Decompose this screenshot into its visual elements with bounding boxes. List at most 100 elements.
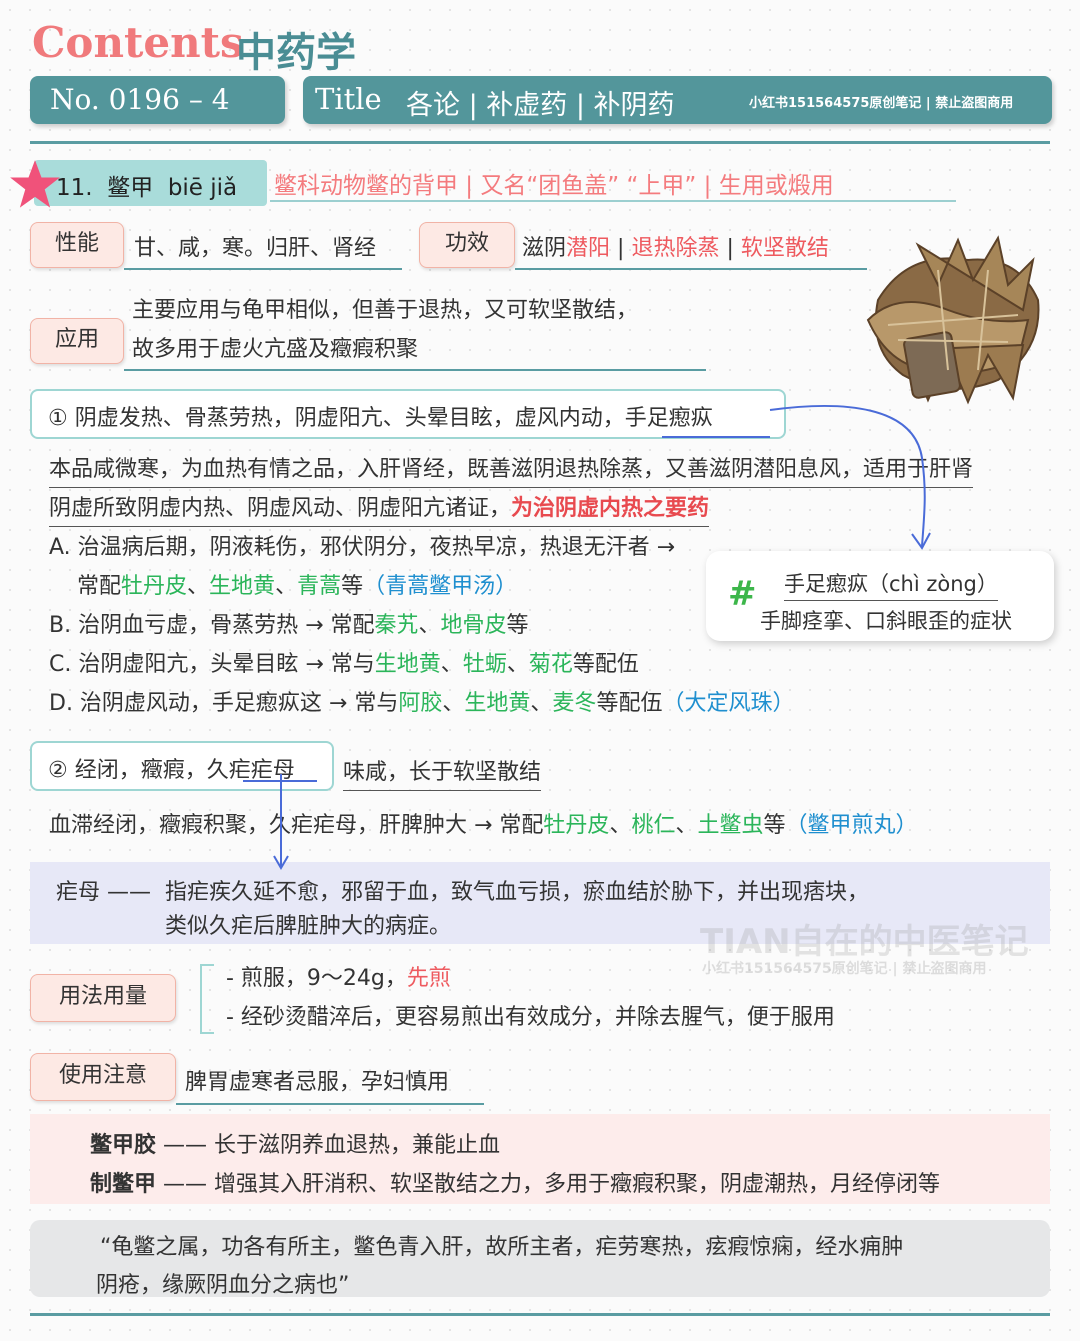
item-d: D. 治阴虚风动，手足瘛疭这 → 常与阿胶、生地黄、麦冬等配伍（大定风珠）	[49, 685, 794, 717]
title-label: Title	[315, 82, 382, 116]
quote-box	[30, 1220, 1050, 1297]
derived-box	[30, 1114, 1050, 1204]
number-bar: No. 0196 – 4	[30, 76, 285, 124]
item-c-herb1: 生地黄	[374, 652, 441, 677]
item-a-post: 等	[341, 574, 364, 599]
quote-line1: “龟鳖之属，功各有所主，鳖色青入肝，故所主者，疟劳寒热，痃瘕惊痫，经水痈肿	[100, 1235, 904, 1260]
item-b-pre: B. 治阴血亏虚，骨蒸劳热 → 常配	[49, 613, 375, 638]
section1-desc1: 本品咸微寒，为血热有情之品，入肝肾经，既善滋阴退热除蒸，又善滋阴潜阳息风，适用于…	[49, 451, 974, 488]
section2-sep2: 、	[675, 813, 698, 838]
yingyong-line2: 故多用于虚火亢盛及癥瘕积聚	[124, 331, 706, 371]
item-d-herb3: 麦冬	[552, 691, 597, 716]
derived-item1-text: —— 长于滋阴养血退热，兼能止血	[163, 1133, 501, 1158]
note-meaning: 手脚痉挛、口斜眼歪的症状	[760, 609, 1012, 633]
gongxiao-p2: 潜阳	[566, 236, 611, 261]
note-box	[706, 551, 1054, 641]
gongxiao-p4: 软坚散结	[740, 236, 829, 261]
item-b-post: 等	[506, 613, 529, 638]
item-a-herb1: 牡丹皮	[121, 574, 188, 599]
title-bar: Title 各论 | 补虚药 | 补阴药 小红书151564575原创笔记 | …	[303, 76, 1052, 124]
item-a-line2: 常配牡丹皮、生地黄、青蒿等（青蒿鳖甲汤）	[77, 568, 517, 600]
item-d-formula: （大定风珠）	[662, 691, 795, 716]
item-c-sep1: 、	[440, 652, 463, 677]
item-c-post: 等配伍	[572, 652, 639, 677]
item-a-pre: 常配	[77, 574, 122, 599]
usage-bracket	[200, 964, 214, 1034]
derived-item2-name: 制鳖甲	[90, 1172, 157, 1197]
item-d-herb2: 生地黄	[464, 691, 531, 716]
down-arrow-icon	[273, 774, 289, 870]
gongxiao-p1: 滋阴	[522, 236, 567, 261]
item-c-herb3: 菊花	[528, 652, 573, 677]
section1-heading-box	[30, 389, 786, 439]
caution-label: 使用注意	[30, 1053, 176, 1101]
item-d-herb1: 阿胶	[398, 691, 443, 716]
item-d-post: 等配伍	[596, 691, 663, 716]
section2-sep1: 、	[609, 813, 632, 838]
note-tag: 小红书151564575原创笔记 | 禁止盗图商用	[749, 96, 1014, 111]
item-a-line1: A. 治温病后期，阴液耗伤，邪伏阴分，夜热早凉，热退无汗者 →	[49, 535, 676, 560]
section1-desc2a: 阴虚所致阴虚内热、阴虚风动、阴虚阳亢诸证，	[49, 496, 512, 521]
section2-line: 血滞经闭，癥瘕积聚，久疟疟母，肝脾肿大 → 常配牡丹皮、桃仁、土鳖虫等（鳖甲煎丸…	[49, 807, 918, 839]
item-d-sep1: 、	[442, 691, 465, 716]
item-a-herb3: 青蒿	[297, 574, 342, 599]
nuemu-line1: 指疟疾久延不愈，邪留于血，致气血亏损，瘀血结於胁下，并出现痞块，	[165, 880, 870, 905]
curved-arrow-icon	[769, 404, 931, 550]
section1-desc2b: 为治阴虚内热之要药	[511, 496, 710, 521]
section2-herb2: 桃仁	[631, 813, 676, 838]
section2-herb1: 牡丹皮	[543, 813, 610, 838]
subject-title: 中药学	[236, 30, 356, 76]
derived-item1-name: 鳖甲胶	[90, 1133, 157, 1158]
yingyong-line1: 主要应用与龟甲相似，但善于退热，又可软坚散结，	[132, 298, 639, 323]
xingneng-text: 甘、咸，寒。归肝、肾经	[124, 230, 402, 270]
watermark-sub: 小红书151564575原创笔记 | 禁止盗图商用	[702, 961, 987, 977]
item-b-herb1: 秦艽	[374, 613, 419, 638]
herb-heading: 11. 鳖甲 biē jiǎ	[56, 175, 238, 201]
item-c: C. 治阴虚阳亢，头晕目眩 → 常与生地黄、牡蛎、菊花等配伍	[49, 646, 639, 678]
usage-label: 用法用量	[30, 974, 176, 1022]
nuemu-box	[30, 862, 1050, 944]
herb-heading-box	[34, 160, 267, 206]
item-b-sep1: 、	[418, 613, 441, 638]
usage-line2: - 经砂烫醋淬后，更容易煎出有效成分，并除去腥气，便于服用	[226, 1005, 835, 1030]
xingneng-label: 性能	[30, 222, 124, 268]
section2-heading-box	[30, 741, 334, 791]
section2-pre: 血滞经闭，癥瘕积聚，久疟疟母，肝脾肿大 → 常配	[49, 813, 544, 838]
section2-herb3: 土鳖虫	[697, 813, 764, 838]
section2-formula: （鳖甲煎丸）	[785, 813, 918, 838]
gongxiao-label: 功效	[419, 222, 515, 268]
section1-heading: ① 阴虚发热、骨蒸劳热，阴虚阳亢、头晕目眩，虚风内动，手足瘛疭	[48, 406, 713, 431]
section2-aside: 味咸，长于软坚散结	[343, 754, 542, 791]
item-d-sep2: 、	[530, 691, 553, 716]
item-c-sep2: 、	[506, 652, 529, 677]
star-icon	[10, 160, 60, 208]
item-d-pre: D. 治阴虚风动，手足瘛疭这 → 常与	[49, 691, 399, 716]
footer-divider	[30, 1313, 1050, 1316]
gongxiao-text: 滋阴潜阳 | 退热除蒸 | 软坚散结	[515, 230, 867, 270]
note-term: 手足瘛疭（chì zòng）	[784, 568, 998, 601]
usage-line1b: 先煎	[406, 966, 451, 991]
usage-line1: - 煎服，9～24g，先煎	[226, 960, 451, 992]
item-c-pre: C. 治阴虚阳亢，头晕目眩 → 常与	[49, 652, 375, 677]
item-a-herb2: 生地黄	[209, 574, 276, 599]
number-label: No. 0196 – 4	[50, 83, 230, 116]
gongxiao-sep1: |	[610, 236, 632, 261]
title-text: 各论 | 补虚药 | 补阴药	[406, 90, 675, 121]
yingyong-label: 应用	[30, 318, 124, 364]
caution-text: 脾胃虚寒者忌服，孕妇慎用	[176, 1064, 484, 1105]
item-a-sep1: 、	[187, 574, 210, 599]
item-b-herb2: 地骨皮	[440, 613, 507, 638]
herb-source: 鳖科动物鳖的背甲 | 又名“团鱼盖” “上甲” | 生用或煅用	[274, 173, 834, 199]
herb-source-underline	[270, 200, 956, 202]
item-b: B. 治阴血亏虚，骨蒸劳热 → 常配秦艽、地骨皮等	[49, 607, 529, 639]
section2-heading: ② 经闭，癥瘕，久疟疟母	[48, 758, 295, 783]
item-a-formula: （青蒿鳖甲汤）	[363, 574, 518, 599]
derived-item2: 制鳖甲 —— 增强其入肝消积、软坚散结之力，多用于癥瘕积聚，阴虚潮热，月经停闭等	[90, 1166, 940, 1198]
nuemu-line2: 类似久疟后脾脏肿大的病症。	[165, 914, 452, 939]
herb-photo	[866, 235, 1040, 405]
item-a-sep2: 、	[275, 574, 298, 599]
item-c-herb2: 牡蛎	[462, 652, 507, 677]
derived-item1: 鳖甲胶 —— 长于滋阴养血退热，兼能止血	[90, 1127, 500, 1159]
hash-icon: #	[728, 574, 757, 614]
gongxiao-sep2: |	[719, 236, 741, 261]
